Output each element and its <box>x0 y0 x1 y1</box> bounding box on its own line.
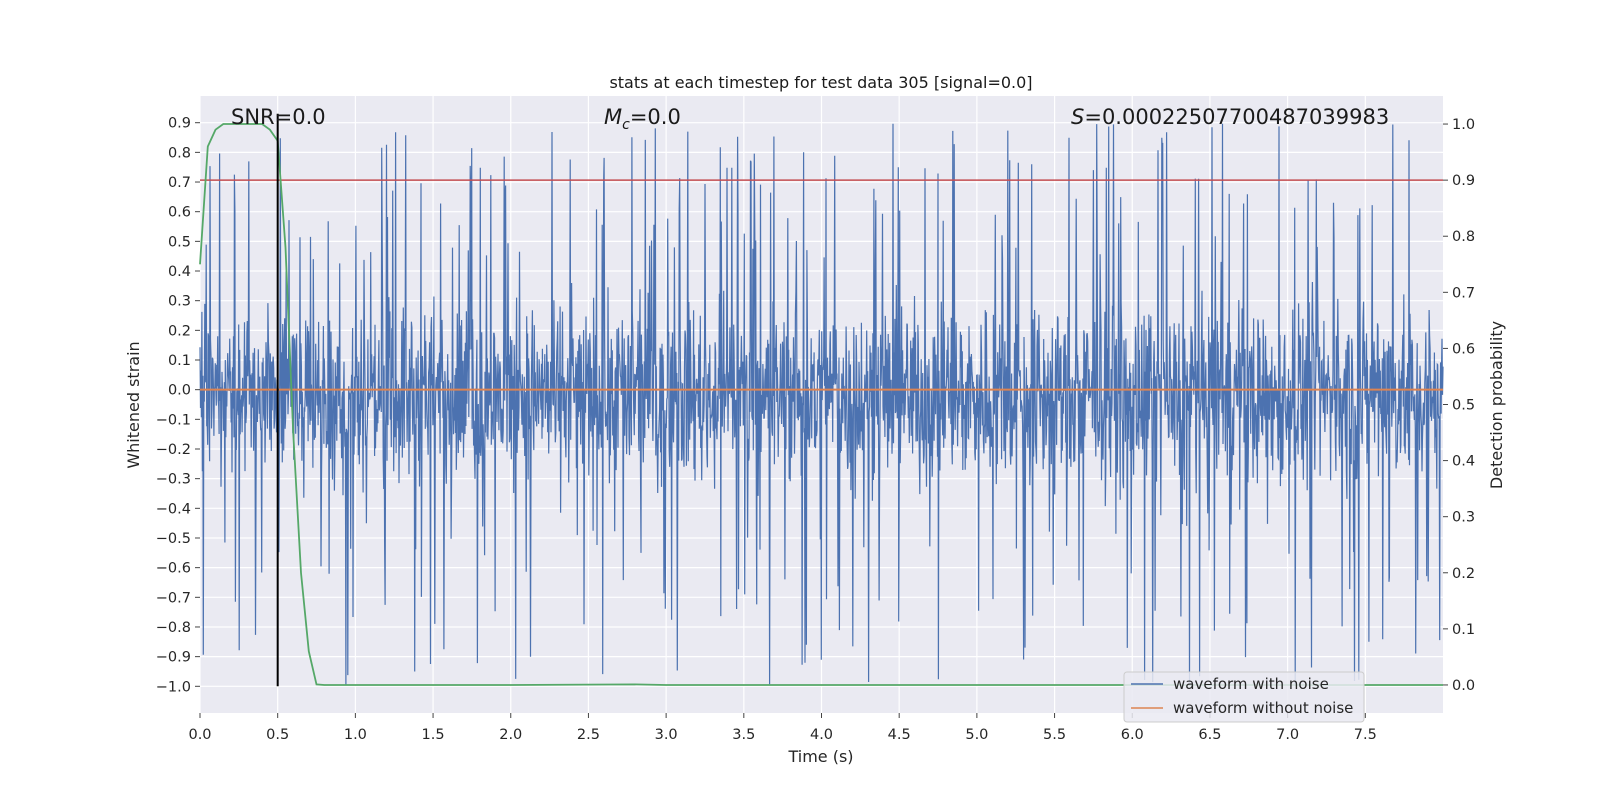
y-tick-label-right: 0.9 <box>1452 173 1475 189</box>
legend-label-noise: waveform with noise <box>1173 675 1329 693</box>
y-tick-label-left: 0.2 <box>168 323 191 339</box>
y-tick-label-left: 0.6 <box>168 205 191 221</box>
y-axis-label-left: Whitened strain <box>124 341 143 468</box>
y-tick-label-left: 0.7 <box>168 175 191 191</box>
y-tick-label-left: −0.4 <box>156 501 191 517</box>
y-tick-label-right: 0.0 <box>1452 678 1475 694</box>
x-tick-label: 5.5 <box>1043 727 1066 743</box>
legend-label-clean: waveform without noise <box>1173 699 1353 717</box>
y-tick-label-left: 0.4 <box>168 264 191 280</box>
y-axis-label-right: Detection probability <box>1487 321 1506 489</box>
x-tick-label: 1.0 <box>344 727 367 743</box>
mc-symbol: M <box>604 105 622 129</box>
legend: waveform with noise waveform without noi… <box>1123 671 1365 723</box>
y-tick-label-right: 0.5 <box>1452 398 1475 414</box>
y-tick-label-left: −0.5 <box>156 531 191 547</box>
x-tick-label: 5.0 <box>965 727 988 743</box>
y-tick-label-right: 0.8 <box>1452 229 1475 245</box>
y-tick-label-right: 0.4 <box>1452 454 1475 470</box>
x-tick-label: 0.0 <box>188 727 211 743</box>
series-layer <box>199 113 1444 687</box>
s-annotation: S=0.00022507700487039983 <box>1071 105 1389 129</box>
y-tick-label-left: −0.9 <box>156 650 191 666</box>
snr-annotation: SNR=0.0 <box>231 105 326 129</box>
x-tick-label: 3.5 <box>732 727 755 743</box>
x-tick-label: 4.0 <box>810 727 833 743</box>
y-tick-label-right: 0.2 <box>1452 566 1475 582</box>
y-tick-label-left: −0.2 <box>156 442 191 458</box>
x-tick-label: 6.5 <box>1198 727 1221 743</box>
y-tick-label-left: 0.5 <box>168 234 191 250</box>
x-tick-label: 6.0 <box>1121 727 1144 743</box>
y-tick-label-left: 0.1 <box>168 353 191 369</box>
y-tick-label-right: 0.7 <box>1452 285 1475 301</box>
y-tick-label-left: −0.1 <box>156 412 191 428</box>
x-tick-label: 1.5 <box>422 727 445 743</box>
mc-subscript: c <box>622 117 630 133</box>
x-tick-label: 7.5 <box>1354 727 1377 743</box>
x-tick-label: 0.5 <box>266 727 289 743</box>
y-tick-label-right: 0.6 <box>1452 341 1475 357</box>
x-tick-label: 2.0 <box>499 727 522 743</box>
y-tick-label-right: 1.0 <box>1452 117 1475 133</box>
s-value: =0.00022507700487039983 <box>1084 105 1389 129</box>
y-tick-label-left: 0.8 <box>168 145 191 161</box>
y-tick-label-left: −0.8 <box>156 620 191 636</box>
chart-title: stats at each timestep for test data 305… <box>609 73 1032 92</box>
x-axis-label: Time (s) <box>787 747 853 766</box>
y-tick-label-left: −0.6 <box>156 561 191 577</box>
x-tick-label: 2.5 <box>577 727 600 743</box>
y-tick-label-left: −1.0 <box>156 679 191 695</box>
y-tick-label-left: 0.0 <box>168 383 191 399</box>
x-tick-label: 7.0 <box>1276 727 1299 743</box>
y-tick-label-left: 0.3 <box>168 294 191 310</box>
y-tick-label-right: 0.3 <box>1452 510 1475 526</box>
legend-box <box>1123 671 1365 723</box>
y-tick-label-left: 0.9 <box>168 116 191 132</box>
mc-value: =0.0 <box>630 105 681 129</box>
x-tick-label: 3.0 <box>655 727 678 743</box>
x-tick-label: 4.5 <box>888 727 911 743</box>
y-tick-label-left: −0.3 <box>156 472 191 488</box>
y-tick-label-right: 0.1 <box>1452 622 1475 638</box>
ticks-layer: 0.9 0.8 0.7 0.6 0.5 0.4 0.3 0.2 0.1 0.0 −0.1 −0.2 −0… <box>156 116 1475 743</box>
s-symbol: S <box>1071 105 1084 129</box>
y-tick-label-left: −0.7 <box>156 590 191 606</box>
mc-annotation: Mc=0.0 <box>604 105 681 133</box>
